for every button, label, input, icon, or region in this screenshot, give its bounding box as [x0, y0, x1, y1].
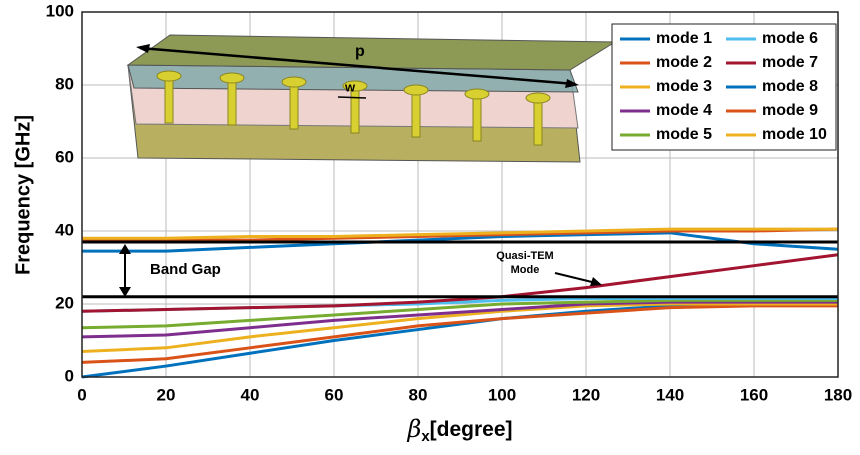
x-tick-label: 140	[656, 385, 684, 404]
legend-label: mode 1	[656, 30, 712, 47]
x-tick-label: 160	[740, 385, 768, 404]
y-tick-label: 0	[65, 366, 74, 385]
y-tick-label: 40	[55, 220, 74, 239]
x-axis-label-unit: [degree]	[430, 418, 513, 441]
inset-w-arrow	[338, 97, 366, 98]
annotation: Band Gap	[150, 261, 221, 278]
inset-label: p	[355, 43, 365, 60]
y-tick-label: 20	[55, 293, 74, 312]
x-tick-label: 180	[824, 385, 852, 404]
x-axis-label-symbol: β	[406, 415, 421, 443]
legend-label: mode 6	[762, 30, 818, 47]
legend: mode 1 mode 2 mode 3 mode 4 mode 5 mode 6 mode…	[612, 24, 836, 150]
inset-label: w	[344, 79, 356, 94]
legend-label: mode 5	[656, 126, 712, 143]
y-tick-label: 60	[55, 147, 74, 166]
inset-figure: p w	[128, 35, 615, 162]
x-tick-label: 20	[157, 385, 176, 404]
legend-label: mode 8	[762, 78, 818, 95]
arrow-head	[590, 277, 602, 286]
x-tick-label: 0	[77, 385, 86, 404]
x-tick-label: 100	[488, 385, 516, 404]
arrow-head	[119, 244, 131, 254]
y-tick-label: 100	[46, 1, 74, 20]
legend-label: mode 3	[656, 78, 712, 95]
x-tick-label: 40	[241, 385, 260, 404]
chart: p w Band Gap Quasi-TEM Mode Frequency [G…	[0, 0, 860, 450]
annotation-arrow	[555, 273, 596, 283]
legend-label: mode 7	[762, 54, 818, 71]
legend-label: mode 10	[762, 126, 827, 143]
legend-label: mode 9	[762, 102, 818, 119]
y-axis-label: Frequency [GHz]	[12, 115, 34, 275]
legend-label: mode 4	[656, 102, 712, 119]
plot	[82, 229, 838, 377]
y-tick-label: 80	[55, 74, 74, 93]
arrow-head	[136, 44, 150, 53]
annotation: Mode	[511, 264, 540, 276]
x-tick-label: 120	[572, 385, 600, 404]
legend-label: mode 2	[656, 54, 712, 71]
x-axis-label: βx[degree]	[406, 415, 512, 445]
x-tick-label: 60	[325, 385, 344, 404]
x-tick-label: 80	[409, 385, 428, 404]
annotation: Quasi-TEM	[496, 250, 553, 262]
